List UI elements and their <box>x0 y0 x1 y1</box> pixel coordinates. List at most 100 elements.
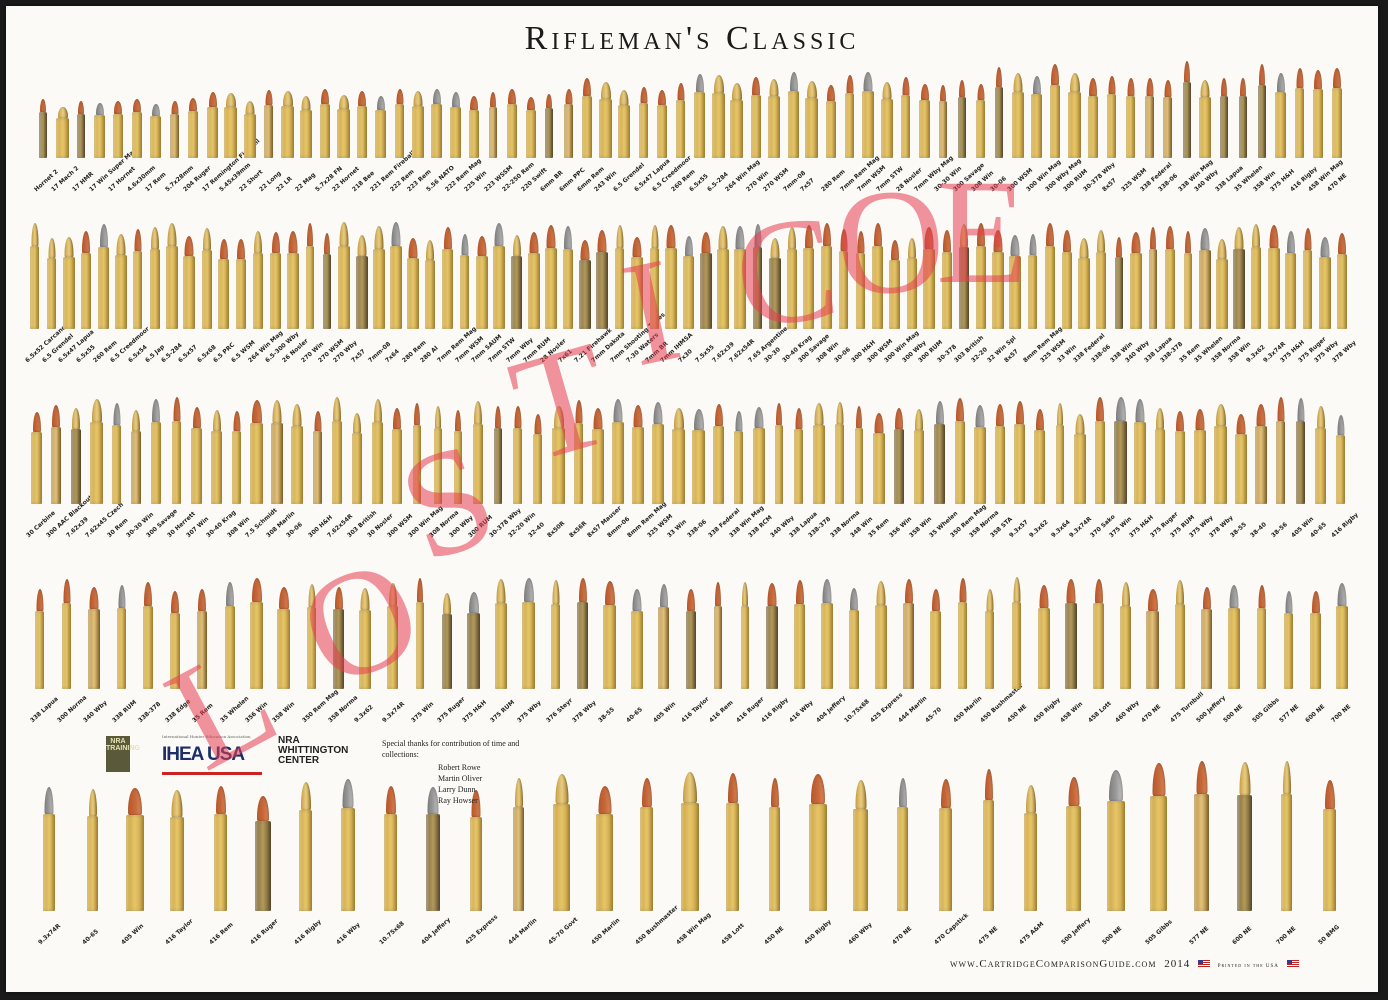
cartridge-case <box>683 236 694 329</box>
cartridge-bullet <box>282 91 293 106</box>
cartridge-label: 375 Wby <box>516 699 543 725</box>
footer-year: 2014 <box>1164 958 1191 970</box>
cartridge-case <box>717 226 729 329</box>
cartridge-bullet <box>956 398 964 421</box>
cartridge-bullet <box>693 409 704 430</box>
cartridge-bullet <box>575 400 582 423</box>
cartridge-case <box>197 589 207 689</box>
cartridge-bullet <box>388 583 397 606</box>
cartridge-case <box>700 232 712 329</box>
cartridge-case <box>253 231 263 329</box>
cartridge-bullet <box>1127 78 1134 96</box>
cartridge-bullet <box>82 231 90 253</box>
cartridge-bullet <box>534 414 541 434</box>
cartridge-case <box>1284 591 1293 689</box>
cartridge-case <box>914 409 924 504</box>
cartridge-bullet <box>471 790 481 817</box>
cartridge-bullet <box>850 588 858 610</box>
cartridge-bullet <box>546 94 552 108</box>
cartridge-bullet <box>1108 76 1115 94</box>
cartridge-bullet <box>72 408 80 429</box>
cartridge-bullet <box>192 407 201 428</box>
cartridge-case <box>753 224 762 329</box>
cartridge-bullet <box>173 397 180 421</box>
cartridge-case <box>1068 73 1081 158</box>
cartridge-bullet <box>358 91 366 106</box>
cartridge-bullet <box>324 233 330 254</box>
cartridge-case <box>131 410 141 504</box>
cartridge-bullet <box>99 224 108 247</box>
cartridge-bullet <box>789 72 798 91</box>
cartridge-case <box>930 589 941 689</box>
cartridge-bullet <box>443 227 452 249</box>
cartridge-label: 404 Jeffery <box>420 916 452 947</box>
cartridge-bullet <box>1116 237 1122 257</box>
whittington-line-2: WHITTINGTON <box>278 745 349 756</box>
cartridge-case <box>1258 64 1266 158</box>
poster: Rifleman's Classic Hornet 2 17 Mach 2 17 H… <box>6 6 1378 992</box>
cartridge-bullet <box>1164 80 1171 97</box>
cartridge-bullet <box>977 84 984 100</box>
cartridge-bullet <box>727 773 738 803</box>
cartridge-case <box>454 410 462 504</box>
cartridge-case <box>207 92 218 158</box>
cartridge-label: 416 Rem <box>708 699 735 725</box>
cartridge-case <box>244 101 256 158</box>
cartridge-case <box>1235 414 1247 504</box>
cartridge-case <box>191 407 202 504</box>
cartridge-case <box>98 224 109 329</box>
cartridge-label: 500 NE <box>1101 925 1124 947</box>
cartridge-bullet <box>684 236 693 256</box>
cartridge-label: 376 Steyr <box>545 697 575 725</box>
cartridge-bullet <box>1311 591 1320 613</box>
cartridge-case <box>640 778 653 911</box>
cartridge-label: 40-65 <box>625 706 644 725</box>
cartridge-bullet <box>673 408 684 429</box>
cartridge-case <box>476 236 488 329</box>
cartridge-case <box>300 96 312 158</box>
special-thanks: Special thanks for contribution of time … <box>382 738 532 806</box>
cartridge-bullet <box>265 90 272 105</box>
cartridge-bullet <box>915 409 923 430</box>
cartridge-bullet <box>36 589 43 611</box>
cartridge-bullet <box>1146 78 1153 96</box>
cartridge-case <box>442 227 453 329</box>
cartridge-label: 416 Rigby <box>1330 511 1360 540</box>
cartridge-label: 10.75x68 <box>843 698 871 725</box>
cartridge-case <box>564 89 573 158</box>
cartridge-bullet <box>940 85 946 101</box>
cartridge-label: 375 H&H <box>461 698 488 725</box>
cartridge-bullet <box>225 93 236 107</box>
cartridge-bullet <box>391 222 401 246</box>
cartridge-case <box>974 405 986 504</box>
cartridge-case <box>665 225 677 329</box>
cartridge-case <box>639 87 648 158</box>
cartridge-bullet <box>996 404 1004 426</box>
cartridge-case <box>958 578 967 689</box>
cartridge-label: 577 NE <box>1188 925 1211 947</box>
cartridge-bullet <box>529 232 539 253</box>
cartridge-bullet <box>977 223 985 246</box>
footer-site: www.CartridgeComparisonGuide.com <box>950 958 1157 970</box>
cartridge-case <box>425 240 435 329</box>
cartridge-case <box>30 223 39 329</box>
cartridge-case <box>1237 762 1252 911</box>
thanks-name: Ray Howser <box>438 796 478 805</box>
cartridge-case <box>450 92 461 158</box>
cartridge-bullet <box>307 223 313 246</box>
cartridge-case <box>596 230 608 329</box>
cartridge-bullet <box>597 230 607 252</box>
cartridge-case <box>526 97 536 158</box>
cartridge-bullet <box>215 786 226 814</box>
cartridge-case <box>657 90 667 158</box>
cartridge-case <box>495 579 507 689</box>
cartridge-bullet <box>396 89 403 104</box>
cartridge-bullet <box>1013 73 1023 92</box>
cartridge-label: 460 Wby <box>1114 699 1141 725</box>
cartridge-bullet <box>898 778 907 807</box>
cartridge-case <box>769 778 780 911</box>
cartridge-bullet <box>1285 591 1292 613</box>
cartridge-case <box>875 581 887 689</box>
cartridge-bullet <box>1239 762 1250 795</box>
cartridge-bullet <box>292 404 302 426</box>
